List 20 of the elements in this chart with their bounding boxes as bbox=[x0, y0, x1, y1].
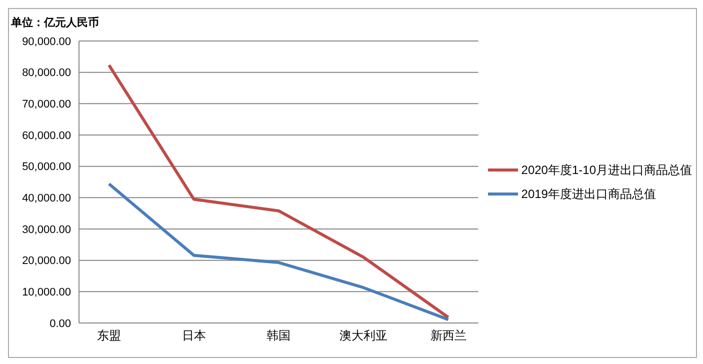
y-tick-label: 60,000.00 bbox=[22, 130, 71, 142]
x-tick-label: 澳大利亚 bbox=[339, 328, 388, 343]
y-tick-label: 50,000.00 bbox=[22, 161, 71, 174]
x-tick-label: 东盟 bbox=[97, 328, 121, 343]
legend-label: 2020年度1-10月进出口商品总值 bbox=[521, 162, 692, 179]
y-tick-label: 0.00 bbox=[50, 318, 71, 330]
y-tick-label: 90,000.00 bbox=[22, 36, 71, 48]
y-tick-label: 80,000.00 bbox=[22, 67, 71, 80]
chart-title: 单位：亿元人民币 bbox=[11, 16, 99, 30]
y-tick-label: 10,000.00 bbox=[22, 286, 71, 299]
line-series bbox=[108, 64, 450, 319]
y-tick-label: 40,000.00 bbox=[22, 192, 71, 205]
x-tick-label: 韩国 bbox=[266, 328, 291, 343]
legend-label: 2019年度进出口商品总值 bbox=[521, 186, 656, 203]
line-series bbox=[108, 182, 450, 322]
x-tick-label: 新西兰 bbox=[430, 328, 466, 343]
y-tick-label: 30,000.00 bbox=[22, 224, 71, 236]
y-tick-label: 70,000.00 bbox=[22, 98, 71, 111]
y-tick-label: 20,000.00 bbox=[22, 255, 71, 268]
x-tick-label: 日本 bbox=[182, 328, 206, 343]
